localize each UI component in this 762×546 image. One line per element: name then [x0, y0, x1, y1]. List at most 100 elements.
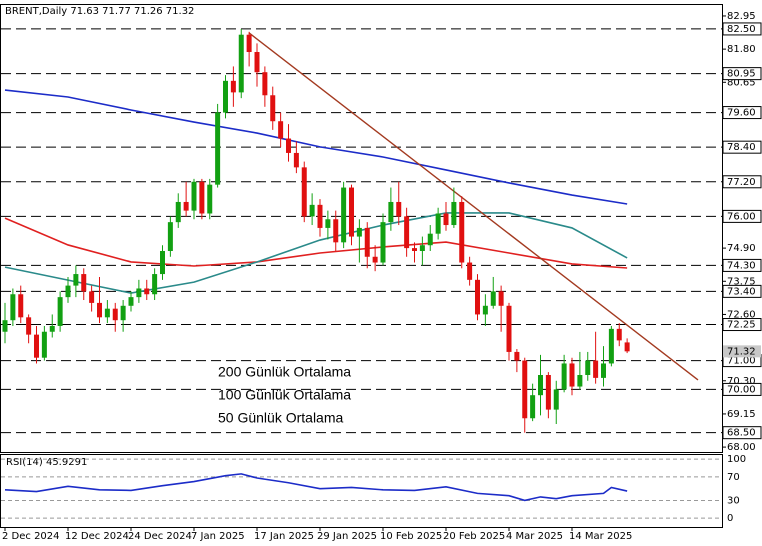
- candle-body: [593, 360, 599, 378]
- candle-body: [215, 112, 221, 185]
- candle-body: [73, 274, 79, 286]
- candle-body: [223, 80, 228, 113]
- x-tick-label: 20 Feb 2025: [443, 531, 505, 542]
- candle-body: [530, 395, 536, 419]
- rsi-tick-label: 100: [727, 454, 746, 465]
- candle-body: [270, 95, 276, 122]
- candle-body: [506, 305, 512, 352]
- candle-body: [545, 375, 551, 410]
- rsi-tick-label: 0: [727, 513, 733, 524]
- level-label: 82.50: [727, 24, 756, 35]
- candle-body: [514, 351, 520, 361]
- candle-body: [561, 363, 567, 390]
- level-box: [722, 140, 762, 154]
- level-label: 78.40: [727, 142, 756, 153]
- level-label: 76.00: [727, 211, 756, 222]
- level-label: 70.00: [727, 384, 756, 395]
- candle-body: [309, 204, 315, 217]
- candle-body: [57, 297, 63, 326]
- last-price-label: 71.32: [727, 346, 756, 357]
- level-box: [722, 258, 762, 272]
- trendline: [248, 32, 699, 381]
- candle-body: [89, 291, 95, 303]
- candle-body: [356, 227, 362, 237]
- candle-body: [475, 279, 480, 315]
- y-tick-label: 81.80: [727, 44, 756, 55]
- candle-body: [49, 325, 55, 332]
- rsi-title: RSI(14) 45.9291: [6, 457, 87, 468]
- candle-body: [26, 317, 32, 335]
- candle-body: [467, 262, 473, 280]
- level-box: [722, 209, 762, 223]
- candle-body: [81, 274, 87, 292]
- candle-body: [97, 302, 102, 318]
- chart-title: BRENT,Daily 71.63 71.77 71.26 71.32: [5, 6, 194, 17]
- x-tick-label: 7 Jan 2025: [191, 531, 245, 542]
- candle-body: [435, 213, 441, 234]
- moving-average: [4, 217, 628, 269]
- candle-body: [286, 138, 291, 153]
- candle-body: [175, 201, 181, 223]
- level-label: 68.50: [727, 428, 756, 439]
- rsi-panel: [0, 454, 723, 528]
- candle-body: [2, 320, 8, 332]
- candle-body: [522, 360, 528, 419]
- candle-body: [18, 294, 24, 318]
- candle-body: [183, 201, 189, 211]
- level-label: 72.25: [727, 320, 756, 331]
- candle-body: [585, 360, 591, 376]
- candle-body: [498, 291, 504, 306]
- level-box: [722, 175, 762, 189]
- candle-body: [538, 375, 543, 396]
- candle-body: [152, 274, 158, 295]
- level-box: [722, 106, 762, 120]
- candle-body: [317, 204, 323, 228]
- x-tick-label: 17 Jan 2025: [254, 531, 314, 542]
- level-label: 73.40: [727, 286, 756, 297]
- y-tick-label: 68.00: [727, 442, 756, 453]
- level-box: [722, 318, 762, 332]
- candle-body: [10, 294, 16, 321]
- candle-body: [262, 72, 268, 96]
- candle-body: [120, 305, 126, 321]
- candle-body: [364, 227, 370, 257]
- y-tick-label: 72.60: [727, 309, 756, 320]
- candle-body: [128, 297, 134, 306]
- candle-body: [388, 201, 394, 223]
- candle-body: [396, 201, 402, 217]
- legend-label: 50 Günlük Ortalama: [218, 410, 343, 426]
- candle-body: [301, 167, 307, 217]
- candle-body: [419, 245, 425, 251]
- candle-body: [144, 288, 150, 295]
- candle-body: [608, 328, 614, 364]
- candle-body: [293, 152, 299, 168]
- candle-body: [372, 256, 378, 263]
- x-tick-label: 24 Dec 2024: [128, 531, 192, 542]
- candle-body: [404, 216, 410, 249]
- candle-body: [553, 389, 559, 410]
- y-tick-label: 73.75: [727, 276, 756, 287]
- rsi-line: [4, 473, 628, 502]
- level-label: 79.60: [727, 108, 756, 119]
- x-tick-label: 29 Jan 2025: [317, 531, 377, 542]
- candle-body: [601, 363, 606, 378]
- level-box: [722, 426, 762, 440]
- candle-body: [443, 213, 449, 226]
- candle-body: [459, 201, 465, 263]
- candle-body: [207, 184, 213, 214]
- level-label: 80.95: [727, 69, 756, 80]
- level-label: 74.30: [727, 260, 756, 271]
- candle-body: [246, 34, 252, 53]
- y-tick-label: 70.30: [727, 376, 756, 387]
- level-box: [722, 22, 762, 36]
- candle-body: [238, 34, 244, 93]
- y-tick-label: 80.65: [727, 77, 756, 88]
- candle-body: [230, 80, 236, 93]
- candle-body: [482, 305, 488, 315]
- candle-body: [112, 308, 118, 321]
- y-tick-label: 69.15: [727, 409, 756, 420]
- candle-body: [325, 219, 331, 228]
- candle-body: [191, 181, 197, 211]
- candle-body: [65, 285, 71, 298]
